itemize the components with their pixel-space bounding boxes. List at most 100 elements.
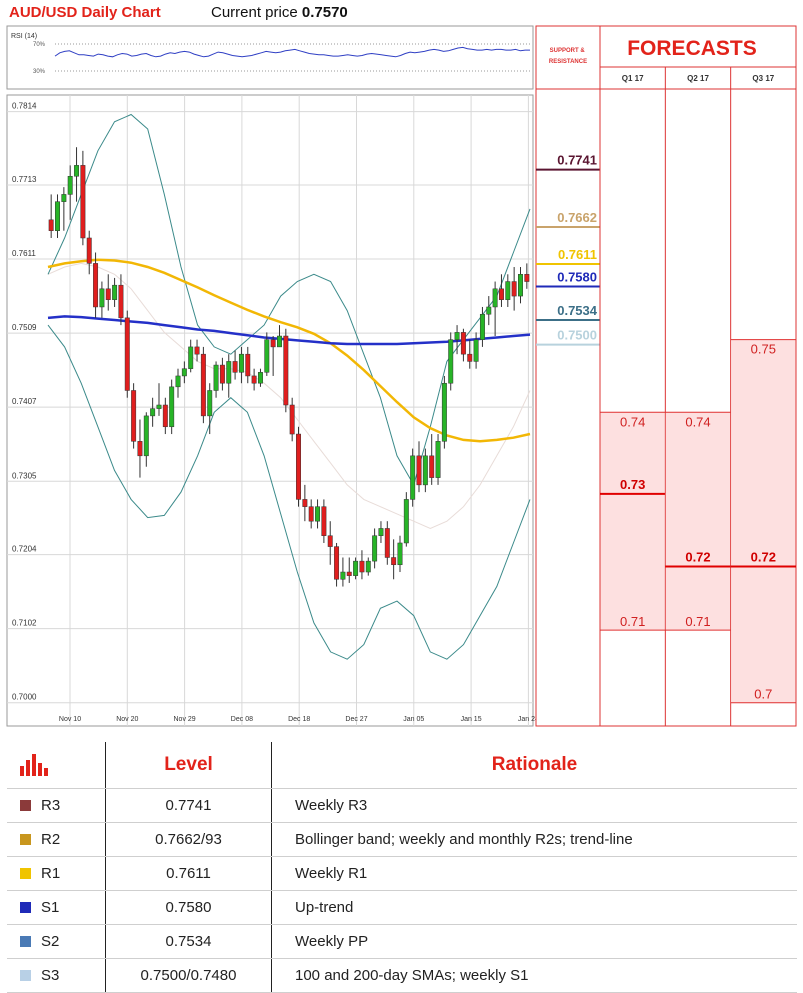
rsi-70-label: 70% — [33, 42, 46, 48]
candle-up — [74, 165, 80, 177]
table-row: R2 0.7662/93 Bollinger band; weekly and mo… — [7, 822, 797, 857]
current-price: Current price 0.7570 — [211, 4, 348, 21]
rsi-line — [54, 46, 530, 58]
forecast-col-label: Q2 17 — [687, 74, 709, 83]
candle-up — [264, 339, 270, 373]
candle-up — [226, 361, 232, 384]
candle-down — [93, 263, 99, 308]
table-row: S1 0.7580 Up-trend — [7, 890, 797, 925]
candle-up — [99, 288, 105, 308]
candle-up — [397, 542, 403, 566]
candle-up — [410, 455, 416, 500]
candle-down — [48, 219, 54, 231]
level-rationale: Weekly R3 — [271, 788, 797, 823]
table-icon-cell — [7, 742, 106, 789]
x-tick-label: Dec 27 — [345, 716, 367, 723]
candle-down — [105, 288, 111, 300]
candle-down — [511, 281, 517, 297]
candle-down — [283, 335, 289, 406]
level-value: 0.7580 — [105, 890, 272, 925]
candle-up — [207, 390, 213, 417]
level-symbol-cell: R1 — [7, 856, 106, 891]
table-row: R3 0.7741 Weekly R3 — [7, 788, 797, 823]
candle-up — [365, 560, 371, 573]
level-color-swatch — [20, 868, 31, 879]
bollinger-middle-line — [47, 262, 531, 530]
candle-up — [175, 375, 181, 388]
table-row: S2 0.7534 Weekly PP — [7, 924, 797, 959]
candle-down — [359, 560, 365, 573]
bollinger-lower-line — [47, 324, 531, 660]
sr-level-label: 0.7580 — [557, 270, 597, 285]
candle-down — [162, 404, 168, 428]
level-rationale: 100 and 200-day SMAs; weekly S1 — [271, 958, 797, 993]
rsi-label: RSI (14) — [11, 33, 37, 40]
y-tick-label: 0.7000 — [12, 693, 37, 702]
level-rationale: Up-trend — [271, 890, 797, 925]
forecast-range — [665, 412, 731, 631]
y-tick-label: 0.7204 — [12, 545, 37, 554]
level-color-swatch — [20, 936, 31, 947]
sr-levels: 0.7741 0.7662 0.7611 0.7580 0.7534 0.7500 — [536, 153, 600, 346]
level-rationale: Bollinger band; weekly and monthly R2s; … — [271, 822, 797, 857]
y-tick-label: 0.7509 — [12, 323, 37, 332]
candle-up — [403, 499, 409, 544]
candle-down — [346, 571, 352, 576]
candle-down — [289, 404, 295, 435]
y-tick-label: 0.7713 — [12, 175, 37, 184]
sr-level-label: 0.7662 — [557, 210, 597, 225]
forecast-low-label: 0.71 — [685, 614, 710, 629]
level-value: 0.7534 — [105, 924, 272, 959]
candle-up — [473, 339, 479, 362]
x-tick-label: Jan 15 — [461, 716, 482, 723]
levels-table: Level Rationale R3 0.7741 Weekly R3 R2 0.766… — [7, 742, 797, 993]
rsi-panel — [6, 25, 534, 90]
candle-down — [334, 546, 340, 580]
forecast-mid-label: 0.73 — [620, 477, 645, 492]
candle-down — [416, 455, 422, 486]
level-color-swatch — [20, 970, 31, 981]
candle-down — [327, 535, 333, 547]
candle-up — [315, 506, 321, 522]
level-symbol-cell: S3 — [7, 958, 106, 993]
candle-down — [245, 353, 251, 377]
level-symbol: S2 — [41, 933, 60, 950]
grid — [7, 95, 533, 726]
level-color-swatch — [20, 800, 31, 811]
candle-up — [213, 364, 219, 391]
candle-up — [479, 313, 485, 340]
levels-table-body: R3 0.7741 Weekly R3 R2 0.7662/93 Bollinger ba… — [7, 788, 797, 993]
candle-up — [55, 201, 60, 231]
forecast-col-label: Q1 17 — [622, 74, 644, 83]
candle-up — [61, 194, 67, 202]
level-value: 0.7611 — [105, 856, 272, 891]
forecast-high-label: 0.74 — [620, 414, 645, 429]
x-axis-ticks: Nov 10 Nov 20 Nov 29 Dec 08 Dec 18 Dec 27 Jan … — [59, 716, 539, 723]
table-row: S3 0.7500/0.7480 100 and 200-day SMAs; wee… — [7, 958, 797, 993]
sr-column — [535, 25, 601, 727]
level-symbol: R2 — [41, 831, 61, 848]
table-row: R1 0.7611 Weekly R1 — [7, 856, 797, 891]
candle-down — [429, 455, 435, 478]
candle-up — [353, 560, 359, 576]
candle-up — [238, 353, 244, 373]
level-color-swatch — [20, 902, 31, 913]
forecast-low-label: 0.7 — [754, 687, 772, 702]
level-rationale: Weekly PP — [271, 924, 797, 959]
forecast-low-label: 0.71 — [620, 614, 645, 629]
level-symbol-cell: S1 — [7, 890, 106, 925]
candle-up — [143, 415, 149, 457]
candle-up — [486, 306, 492, 315]
candle-down — [124, 317, 130, 391]
candle-down — [524, 274, 530, 282]
forecast-range — [731, 339, 796, 703]
candle-up — [67, 176, 73, 195]
candle-up — [505, 281, 511, 300]
candle-up — [277, 335, 282, 348]
y-tick-label: 0.7102 — [12, 619, 37, 628]
x-tick-label: Nov 29 — [174, 716, 196, 723]
candle-up — [181, 368, 187, 377]
level-symbol-cell: S2 — [7, 924, 106, 959]
forecast-high-label: 0.74 — [685, 414, 710, 429]
candle-up — [435, 441, 441, 478]
